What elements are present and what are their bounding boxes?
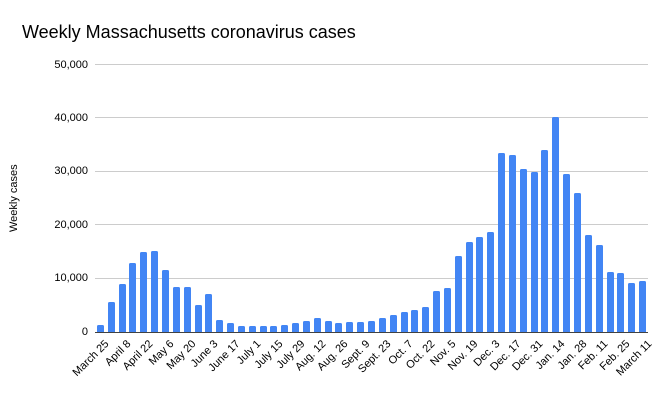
bar [389, 315, 397, 332]
x-tick-label: Nov. 5 [428, 338, 459, 369]
y-tick-label: 10,000 [54, 272, 88, 285]
bar [552, 117, 560, 332]
bar [400, 312, 408, 332]
bar [205, 294, 213, 332]
gridline [95, 170, 648, 172]
bar [118, 284, 126, 332]
x-tick-label: May 6 [147, 338, 177, 368]
plot-area [95, 64, 648, 333]
gridline [95, 224, 648, 226]
x-tick-label: April 22 [120, 338, 156, 373]
bar [172, 287, 180, 332]
bar [357, 322, 365, 332]
bar [237, 326, 245, 332]
bar [183, 287, 191, 332]
x-tick-label: June 3 [188, 338, 221, 370]
x-tick-label: May 20 [164, 338, 199, 372]
gridline [95, 117, 648, 119]
bar [151, 251, 159, 332]
y-tick-label: 40,000 [54, 111, 88, 124]
bar [595, 245, 603, 332]
bar [324, 321, 332, 332]
bar [292, 323, 300, 332]
bar [378, 318, 386, 332]
bar [508, 155, 516, 332]
bar [443, 288, 451, 332]
bar [107, 302, 115, 332]
bar [563, 174, 571, 332]
x-tick-label: Dec. 17 [488, 338, 524, 374]
x-tick-label: Sept. 23 [356, 338, 394, 376]
x-tick-label: March 11 [613, 338, 655, 379]
x-tick-label: Aug. 26 [315, 338, 351, 374]
x-tick-label: Feb. 25 [597, 338, 633, 373]
x-tick-label: July 29 [273, 338, 308, 372]
bar [270, 326, 278, 332]
bar [519, 169, 527, 332]
bar [248, 326, 256, 332]
bar [584, 235, 592, 332]
bar [433, 291, 441, 332]
bar [476, 237, 484, 332]
gridline [95, 277, 648, 279]
bar [302, 321, 310, 332]
bar [454, 256, 462, 332]
x-tick-label: Oct. 7 [386, 338, 416, 368]
bar [530, 172, 538, 332]
y-tick-label: 30,000 [54, 165, 88, 178]
bar [140, 252, 148, 332]
bar [574, 193, 582, 332]
x-tick-label: Dec. 31 [510, 338, 546, 374]
x-tick-label: April 8 [103, 338, 134, 369]
x-tick-label: Feb. 11 [576, 338, 611, 373]
bar [639, 281, 647, 332]
bar [498, 153, 506, 332]
bar [541, 150, 549, 332]
gridline [95, 64, 648, 65]
y-tick-label: 50,000 [54, 58, 88, 71]
x-tick-label: Aug. 12 [293, 338, 329, 374]
bar [411, 310, 419, 332]
chart-title: Weekly Massachusetts coronavirus cases [22, 22, 356, 42]
bar [617, 273, 625, 332]
bar [313, 318, 321, 332]
x-tick-label: Jan. 28 [554, 338, 590, 373]
bar [422, 307, 430, 332]
bar [216, 320, 224, 332]
bar [194, 305, 202, 332]
bar [281, 325, 289, 332]
x-tick-label: Nov. 19 [445, 338, 481, 373]
bar [129, 263, 137, 332]
bar [368, 321, 375, 332]
y-tick-label: 0 [81, 325, 88, 338]
x-tick-label: Dec. 3 [471, 338, 503, 369]
y-axis-ticks: 0 10,000 20,000 30,000 40,000 50,000 [8, 59, 88, 338]
bar [487, 232, 495, 332]
bar [346, 322, 354, 332]
x-tick-label: Sept. 9 [339, 338, 373, 372]
bar [161, 270, 169, 332]
bar [335, 323, 343, 332]
bar [227, 323, 235, 332]
bar [465, 242, 473, 332]
x-tick-label: March 25 [70, 338, 112, 379]
x-tick-label: Oct. 22 [403, 338, 438, 372]
bar [259, 326, 267, 332]
bar [628, 283, 636, 332]
x-tick-label: July 15 [252, 338, 286, 372]
bar [96, 325, 104, 332]
x-tick-label: June 17 [205, 338, 243, 375]
x-tick-label: Jan. 14 [533, 338, 568, 373]
x-tick-label: July 1 [234, 338, 264, 367]
x-axis-line [95, 332, 648, 333]
bar [606, 272, 614, 332]
y-tick-label: 20,000 [54, 218, 88, 231]
